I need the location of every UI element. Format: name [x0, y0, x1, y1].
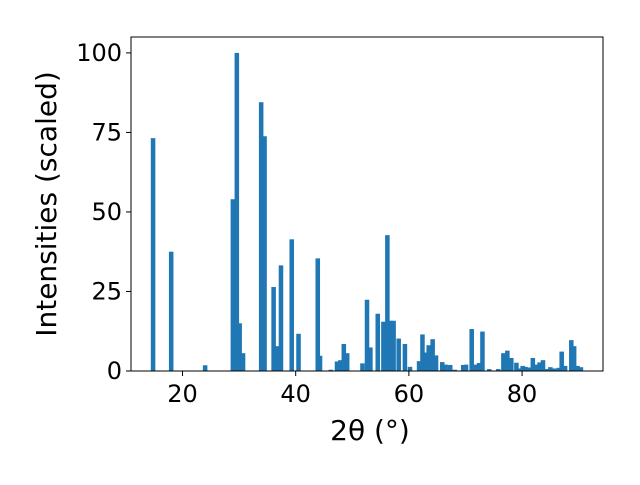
- bar: [381, 321, 386, 371]
- bar: [548, 367, 553, 371]
- bar: [385, 235, 390, 371]
- bar: [520, 365, 525, 371]
- bar: [526, 367, 532, 371]
- bar: [396, 338, 401, 371]
- x-tick-label: 40: [280, 380, 311, 408]
- bar: [452, 369, 457, 371]
- bar: [469, 329, 474, 371]
- x-axis-ticks: 20 40 60 80: [167, 371, 537, 408]
- bar: [420, 334, 425, 371]
- bar: [328, 369, 334, 371]
- bar: [258, 102, 264, 371]
- x-tick-label: 80: [507, 380, 538, 408]
- bar: [578, 367, 584, 371]
- y-tick-label: 0: [107, 357, 122, 385]
- x-tick-label: 20: [167, 380, 198, 408]
- bar: [368, 347, 373, 371]
- bar: [334, 361, 340, 371]
- x-axis-label: 2θ (°): [330, 414, 410, 447]
- bar: [575, 365, 580, 371]
- bar: [556, 367, 562, 371]
- bar: [237, 323, 242, 371]
- bar: [460, 364, 466, 371]
- bars-group: [150, 52, 584, 372]
- plot-frame: [130, 36, 604, 372]
- bar: [463, 364, 469, 371]
- bar: [387, 320, 393, 371]
- bar: [517, 368, 523, 371]
- bar: [443, 364, 448, 371]
- bar: [360, 363, 365, 371]
- bar: [501, 353, 506, 371]
- bar: [150, 138, 156, 371]
- bar: [278, 265, 284, 371]
- bar: [230, 199, 236, 371]
- bar: [473, 364, 479, 371]
- y-tick-label: 75: [91, 118, 122, 146]
- bar: [391, 320, 396, 371]
- bar: [476, 363, 482, 371]
- bar: [341, 343, 347, 371]
- bar: [537, 362, 542, 371]
- bar: [289, 239, 294, 371]
- bar: [486, 369, 492, 371]
- bar: [530, 357, 536, 371]
- bar: [168, 251, 174, 371]
- bar: [423, 352, 428, 371]
- bar: [407, 366, 413, 371]
- bar: [317, 355, 323, 371]
- bar: [509, 357, 514, 371]
- bar: [402, 343, 408, 371]
- x-tick-label: 60: [394, 380, 425, 408]
- bar: [315, 258, 321, 371]
- bar: [534, 364, 540, 371]
- bar: [569, 340, 574, 371]
- bar: [375, 313, 381, 371]
- bar: [364, 299, 370, 371]
- bar: [262, 136, 267, 371]
- bar: [202, 365, 208, 371]
- bar: [480, 331, 485, 371]
- y-axis-ticks: 0 25 50 75 100: [76, 39, 131, 385]
- bar: [433, 355, 439, 371]
- bar: [234, 52, 240, 372]
- bar: [271, 287, 276, 371]
- bar: [562, 365, 568, 371]
- bar: [430, 339, 435, 371]
- bar: [274, 346, 280, 371]
- bar: [505, 350, 510, 371]
- bar: [240, 353, 246, 371]
- bar: [571, 346, 577, 371]
- y-tick-label: 100: [76, 39, 122, 67]
- bar: [447, 364, 453, 371]
- bar: [496, 369, 501, 371]
- bar: [344, 353, 350, 371]
- bar: [544, 369, 550, 371]
- bar: [296, 333, 301, 371]
- bar: [540, 360, 546, 371]
- bar: [338, 360, 343, 371]
- bar: [552, 368, 557, 371]
- y-tick-label: 25: [91, 277, 122, 305]
- bar: [440, 362, 445, 371]
- y-axis-label: Intensities (scaled): [30, 71, 63, 337]
- bar: [426, 345, 431, 371]
- bar: [416, 361, 422, 371]
- bar: [523, 366, 528, 371]
- bar: [559, 351, 564, 371]
- y-tick-label: 50: [91, 198, 122, 226]
- bar: [514, 362, 519, 371]
